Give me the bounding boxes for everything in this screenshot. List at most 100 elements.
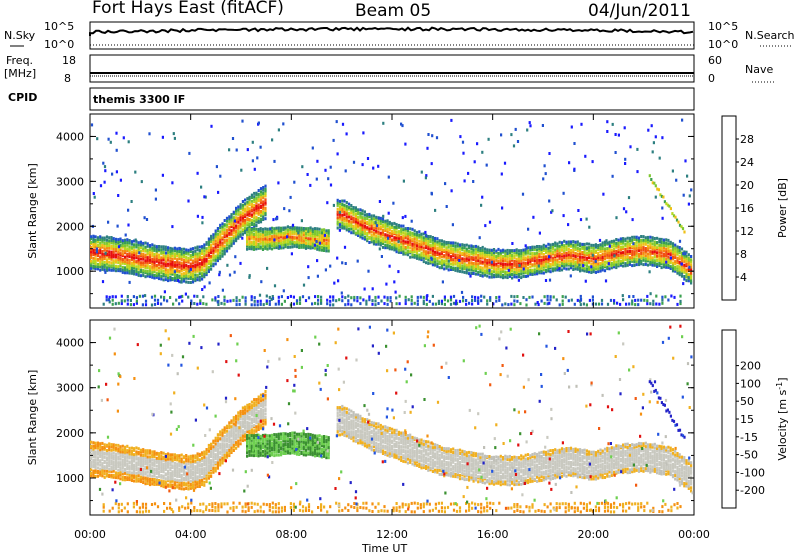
- power-cell: [388, 231, 391, 235]
- power-cell: [569, 240, 573, 244]
- power-cell: [577, 209, 580, 212]
- power-cell: [381, 230, 385, 234]
- vel-cell: [264, 396, 267, 400]
- vel-cell: [194, 477, 197, 481]
- vel-cell: [169, 457, 172, 461]
- vel-cell: [114, 476, 118, 480]
- power-cell: [350, 217, 353, 221]
- power-cell: [452, 258, 455, 262]
- power-cell: [391, 238, 394, 242]
- power-cell: [517, 254, 520, 258]
- power-cell: [110, 250, 113, 254]
- vel-cell: [169, 480, 172, 483]
- vel-cell: [139, 461, 142, 465]
- power-cell: [297, 231, 300, 235]
- power-cell: [558, 240, 561, 244]
- vel-cell: [117, 468, 120, 472]
- power-cell: [121, 257, 124, 261]
- power-cell: [447, 253, 450, 257]
- power-cell: [386, 230, 389, 234]
- power-cell: [259, 234, 262, 238]
- power-cell: [397, 230, 400, 234]
- power-cell: [244, 207, 247, 211]
- vel-cell: [124, 471, 127, 475]
- vel-cell: [142, 476, 145, 479]
- power-cell: [413, 237, 416, 241]
- power-cell: [656, 265, 659, 268]
- vel-cell: [246, 425, 249, 429]
- power-cell: [402, 224, 405, 228]
- power-cell: [627, 196, 631, 200]
- power-cell: [395, 247, 398, 251]
- power-cell: [133, 249, 136, 253]
- power-cell: [357, 208, 360, 212]
- power-cell: [579, 260, 582, 264]
- power-cell: [366, 213, 369, 217]
- power-cell: [352, 229, 355, 233]
- power-cell: [476, 142, 479, 146]
- vel-cell: [350, 421, 353, 425]
- power-cell: [434, 263, 437, 267]
- power-cell: [235, 220, 238, 224]
- power-cell: [144, 245, 147, 249]
- power-cell: [311, 229, 314, 233]
- power-cell: [165, 251, 168, 255]
- power-cell: [103, 236, 106, 240]
- power-cell: [146, 251, 149, 255]
- power-cell: [404, 228, 407, 232]
- power-cell: [203, 252, 206, 256]
- power-cell: [536, 266, 539, 270]
- power-cell: [235, 232, 238, 236]
- power-cell: [486, 252, 489, 256]
- power-cell: [481, 195, 484, 199]
- power-cell: [465, 299, 468, 302]
- power-cell: [474, 267, 477, 271]
- power-cell: [96, 137, 99, 141]
- vel-cell: [191, 470, 195, 474]
- vel-cell: [201, 478, 204, 482]
- vel-cell: [110, 462, 113, 466]
- vel-cell: [185, 482, 188, 486]
- power-cell: [468, 246, 471, 250]
- power-cell: [551, 252, 554, 256]
- power-cell: [388, 247, 391, 251]
- power-cell: [246, 247, 249, 251]
- power-cell: [635, 260, 638, 264]
- power-cell: [622, 253, 625, 257]
- power-cell: [171, 268, 174, 271]
- power-cell: [363, 237, 366, 241]
- power-cell: [246, 210, 249, 214]
- power-cell: [384, 226, 387, 230]
- power-cell: [569, 274, 572, 278]
- power-cell: [554, 263, 557, 267]
- power-cell: [383, 295, 386, 299]
- power-cell: [425, 234, 428, 238]
- power-cell: [257, 203, 260, 207]
- power-cell: [352, 218, 355, 222]
- power-cell: [99, 255, 102, 259]
- power-cell: [610, 255, 613, 259]
- power-cell: [655, 294, 658, 298]
- power-cell: [361, 236, 364, 240]
- power-cell: [542, 258, 545, 262]
- power-cell: [248, 243, 251, 246]
- power-cell: [228, 228, 231, 232]
- power-cell: [506, 262, 509, 266]
- power-cell: [502, 276, 505, 280]
- power-cell: [438, 262, 441, 265]
- vel-cell: [216, 450, 219, 453]
- power-cell: [374, 221, 377, 224]
- power-cell: [430, 162, 433, 166]
- power-cell: [449, 247, 453, 251]
- vel-cell: [130, 465, 133, 469]
- power-cell: [536, 272, 539, 276]
- power-cell: [563, 251, 566, 254]
- vel-cell: [253, 404, 256, 407]
- power-cell: [135, 249, 138, 253]
- power-cell: [304, 227, 308, 231]
- power-cell: [361, 209, 364, 213]
- power-cell: [576, 258, 579, 261]
- power-cell: [144, 260, 147, 264]
- power-cell: [447, 268, 450, 272]
- vel-cell: [155, 476, 158, 479]
